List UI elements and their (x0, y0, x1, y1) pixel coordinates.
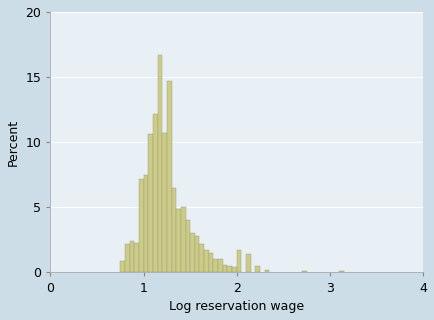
Bar (162, 133, 167, 272)
Bar (153, 114, 158, 272)
Bar (265, 270, 270, 272)
Bar (171, 188, 176, 272)
Bar (130, 241, 134, 272)
Bar (232, 267, 237, 272)
Bar (302, 270, 307, 272)
Bar (227, 266, 232, 272)
Bar (148, 134, 153, 272)
Y-axis label: Percent: Percent (7, 119, 20, 166)
Bar (190, 233, 195, 272)
Bar (223, 265, 227, 272)
Bar (255, 266, 260, 272)
Bar (167, 81, 171, 272)
Bar (237, 250, 241, 272)
Bar (218, 260, 223, 272)
Bar (125, 244, 130, 272)
Bar (204, 250, 209, 272)
Bar (200, 244, 204, 272)
Bar (246, 254, 251, 272)
Bar (158, 55, 162, 272)
Bar (195, 236, 200, 272)
Bar (214, 260, 218, 272)
Bar (176, 209, 181, 272)
Bar (209, 253, 214, 272)
X-axis label: Log reservation wage: Log reservation wage (169, 300, 304, 313)
Bar (134, 243, 139, 272)
Bar (139, 179, 144, 272)
Bar (181, 207, 185, 272)
Bar (144, 175, 148, 272)
Bar (120, 261, 125, 272)
Bar (185, 220, 190, 272)
Bar (339, 271, 344, 272)
